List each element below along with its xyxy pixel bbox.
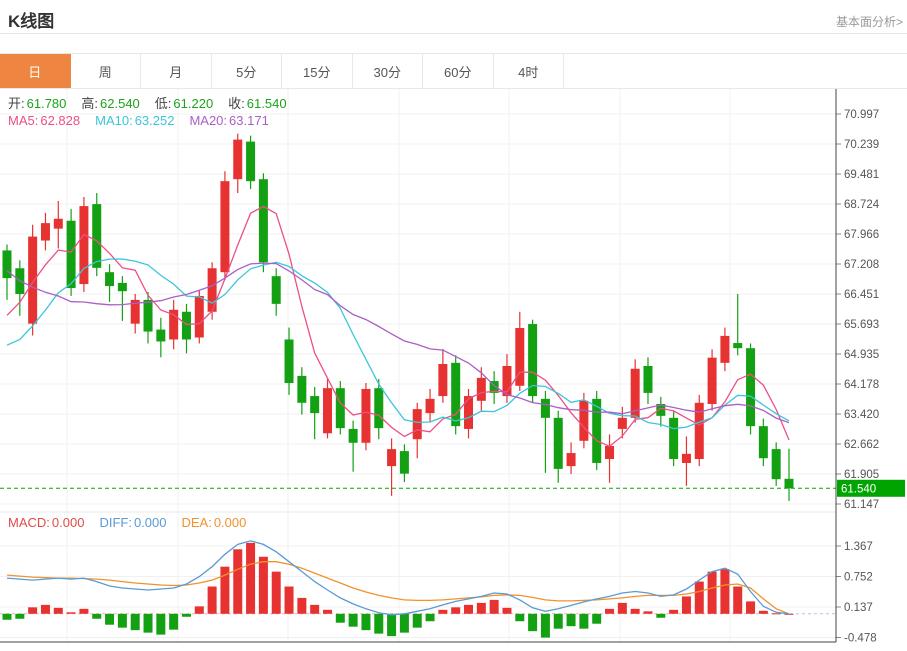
- info-item: 高: 62.540: [81, 96, 140, 111]
- page-title: K线图: [8, 12, 55, 31]
- svg-text:64.178: 64.178: [844, 379, 879, 391]
- svg-text:67.966: 67.966: [844, 229, 879, 241]
- info-item: MACD: 0.000: [8, 515, 85, 530]
- svg-text:70.239: 70.239: [844, 139, 879, 151]
- tab-period-3[interactable]: 5分: [211, 54, 282, 88]
- svg-text:0.137: 0.137: [844, 602, 873, 614]
- tab-period-1[interactable]: 周: [70, 54, 141, 88]
- ohlc-info-row: 开: 61.780 高: 62.540 低: 61.220 收: 61.540: [8, 93, 302, 112]
- ma-info-row: MA5: 62.828 MA10: 63.252 MA20: 63.171: [8, 113, 284, 128]
- svg-text:61.540: 61.540: [841, 483, 876, 495]
- svg-text:67.208: 67.208: [844, 259, 879, 271]
- diff-line: [6, 540, 790, 616]
- tab-period-5[interactable]: 30分: [352, 54, 423, 88]
- tab-period-2[interactable]: 月: [141, 54, 212, 88]
- tab-period-7[interactable]: 4时: [493, 54, 564, 88]
- svg-text:65.693: 65.693: [844, 319, 879, 331]
- svg-text:62.662: 62.662: [844, 439, 879, 451]
- info-item: MA10: 63.252: [95, 113, 175, 128]
- tab-period-0[interactable]: 日: [0, 54, 71, 88]
- info-item: MA20: 63.171: [189, 113, 269, 128]
- kline-chart[interactable]: 61.540 70.997 70.239 69.481 68.724 67.966 67.2…: [0, 89, 907, 650]
- info-item: 开: 61.780: [8, 96, 67, 111]
- svg-text:0.752: 0.752: [844, 572, 873, 584]
- info-item: 收: 61.540: [228, 96, 287, 111]
- svg-text:69.481: 69.481: [844, 169, 879, 181]
- axis-frame: [0, 89, 837, 643]
- info-item: MA5: 62.828: [8, 113, 81, 128]
- ma20-line: [6, 262, 790, 424]
- svg-text:1.367: 1.367: [844, 541, 873, 553]
- info-item: DEA: 0.000: [181, 515, 247, 530]
- svg-text:66.451: 66.451: [844, 289, 879, 301]
- svg-text:64.935: 64.935: [844, 349, 879, 361]
- macd-histogram: [2, 542, 794, 638]
- svg-text:-0.478: -0.478: [844, 633, 877, 645]
- svg-text:70.997: 70.997: [844, 109, 879, 121]
- info-item: 低: 61.220: [154, 96, 214, 111]
- page-header: K线图 基本面分析>: [0, 0, 907, 34]
- current-price-badge: 61.540: [837, 479, 905, 497]
- fundamental-analysis-link[interactable]: 基本面分析>: [835, 15, 903, 29]
- period-tab-bar: 日周月 5分 15分 30分 60分 4时: [0, 53, 907, 89]
- ma10-line: [6, 258, 790, 430]
- candles: [2, 133, 794, 501]
- svg-text:63.420: 63.420: [844, 409, 879, 421]
- macd-axis: 1.367 0.752 0.137 -0.478: [836, 541, 877, 645]
- price-axis: 70.997 70.239 69.481 68.724 67.966 67.208 66.4…: [836, 109, 880, 511]
- macd-info-row: MACD: 0.000 DIFF: 0.000 DEA: 0.000: [8, 515, 261, 530]
- ma5-line: [6, 205, 790, 448]
- tab-period-6[interactable]: 60分: [423, 54, 494, 88]
- svg-text:61.905: 61.905: [844, 469, 879, 481]
- svg-text:61.147: 61.147: [844, 499, 879, 511]
- info-item: DIFF: 0.000: [99, 515, 167, 530]
- svg-text:68.724: 68.724: [844, 199, 880, 211]
- chart-canvas[interactable]: 61.540 70.997 70.239 69.481 68.724 67.966 67.2…: [0, 89, 907, 650]
- tab-period-4[interactable]: 15分: [282, 54, 353, 88]
